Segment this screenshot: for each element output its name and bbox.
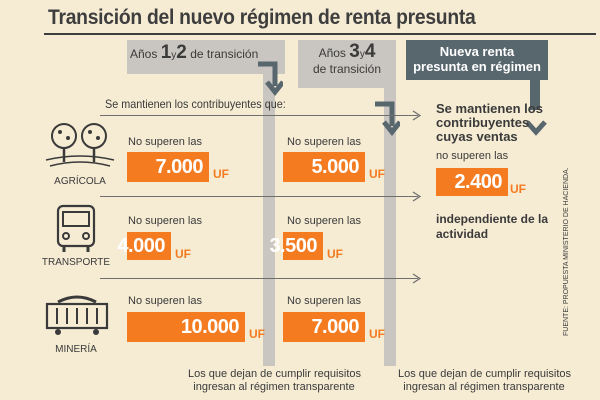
arrow-right-icon: [412, 273, 422, 284]
threshold-value: 4.000: [117, 232, 171, 260]
banner-years-3-4: Años 3y4 de transición: [312, 41, 382, 76]
footnote-left: Los que dejan de cumplir requisitos ingr…: [188, 368, 362, 393]
threshold-value: 7.000: [127, 152, 209, 182]
arrow-down-icon: [525, 120, 547, 136]
row-arrow-line: [100, 115, 418, 116]
threshold-value: 2.400: [436, 168, 508, 196]
trees-icon: [40, 118, 120, 170]
arrow-down-icon: [258, 61, 283, 97]
threshold-label: No superen las: [128, 295, 202, 307]
mine-cart-icon: [44, 294, 110, 336]
sector-label-mineria: MINERÍA: [55, 344, 97, 355]
arrow-down-icon: [375, 101, 400, 137]
transition-bar-years-1-2: [127, 40, 285, 74]
threshold-label: No superen las: [128, 215, 202, 227]
unit-label: UF: [369, 327, 385, 341]
threshold-value: 7.000: [283, 312, 365, 342]
threshold-label: no superen las: [436, 150, 509, 162]
threshold-label: No superen las: [287, 136, 361, 148]
transition-bar-years-3-4: [298, 40, 396, 88]
unit-label: UF: [369, 167, 385, 181]
source-note: FUENTE: PROPUESTA MINISTERIO DE HACIENDA…: [563, 167, 570, 336]
title-divider: [44, 33, 596, 35]
page-title: Transición del nuevo régimen de renta pr…: [48, 6, 476, 29]
sector-label-transporte: TRANSPORTE: [41, 257, 111, 268]
threshold-label: No superen las: [128, 136, 202, 148]
intro-text: Se mantienen los contribuyentes que:: [105, 97, 286, 111]
threshold-value: 10.000: [127, 312, 245, 342]
threshold-label: No superen las: [287, 295, 361, 307]
threshold-label: No superen las: [287, 215, 361, 227]
unit-label: UF: [175, 247, 191, 261]
unit-label: UF: [213, 167, 229, 181]
unit-label: UF: [510, 182, 526, 196]
threshold-value: 3.500: [269, 232, 323, 260]
unit-label: UF: [249, 327, 265, 341]
arrow-right-icon: [412, 110, 422, 121]
footnote-right: Los que dejan de cumplir requisitos ingr…: [398, 368, 572, 393]
bus-icon: [54, 204, 98, 254]
arrow-right-icon: [412, 191, 422, 202]
right-description: independiente de la actividad: [436, 212, 549, 241]
row-arrow-line: [100, 278, 418, 279]
threshold-value: 5.000: [283, 152, 365, 182]
banner-years-1-2: Años 1y2 de transición: [130, 42, 259, 63]
new-regime-banner: [406, 40, 548, 80]
unit-label: UF: [327, 247, 343, 261]
sector-label-agricola: AGRÍCOLA: [54, 176, 106, 187]
row-arrow-line: [100, 196, 418, 197]
right-heading: Se mantienen los contribuyentes cuyas ve…: [436, 101, 543, 144]
